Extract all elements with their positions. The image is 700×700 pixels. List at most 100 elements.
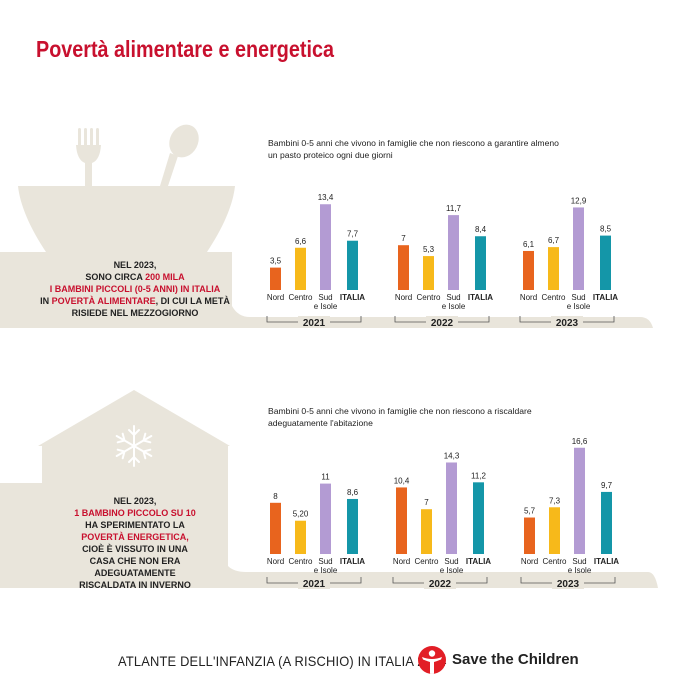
bar (524, 517, 535, 554)
category-label: Nord (393, 557, 410, 566)
category-label: ITALIA (468, 293, 493, 302)
category-label: ITALIA (466, 557, 491, 566)
data-label: 5,7 (524, 507, 536, 516)
category-label: ITALIA (594, 557, 619, 566)
chart-subtitle-energy: Bambini 0-5 anni che vivono in famiglie … (268, 406, 532, 428)
chart-subtitle-food: Bambini 0-5 anni che vivono in famiglie … (268, 138, 559, 160)
bar (347, 498, 358, 554)
data-label: 13,4 (318, 193, 334, 202)
bar (601, 491, 612, 554)
callout-line: i bambini piccoli (0-5 anni) in Italia (49, 284, 221, 294)
callout-line: adeguatamente (94, 568, 176, 578)
data-label: 12,9 (571, 196, 587, 205)
category-label: ITALIA (340, 557, 365, 566)
category-label: Nord (395, 293, 412, 302)
data-label: 7,3 (549, 496, 561, 505)
category-label: Nord (520, 293, 537, 302)
data-label: 8,5 (600, 225, 612, 234)
bar (421, 509, 432, 554)
bar (573, 207, 584, 290)
bar (574, 447, 585, 554)
bar (347, 240, 358, 290)
bar (548, 247, 559, 290)
category-label: Sud e Isole (440, 557, 464, 575)
bar (549, 507, 560, 554)
category-label: Nord (521, 557, 538, 566)
category-label: Sud e Isole (567, 293, 591, 311)
year-label-bg (298, 577, 330, 589)
category-label: ITALIA (593, 293, 618, 302)
bar-charts: 3,5 Nord 6,6 Centro 13,4 Sud e Isole 7,7 ITALIA 2… (266, 193, 619, 590)
category-label: Sud e Isole (442, 293, 466, 311)
callout-line: Nel 2023, (113, 496, 157, 506)
data-label: 11,2 (471, 471, 487, 480)
data-label: 10,4 (394, 476, 410, 485)
category-label: Centro (542, 557, 567, 566)
bar (475, 236, 486, 290)
year-label: 2023 (557, 579, 580, 590)
callout-line: 1 bambino piccolo su 10 (74, 508, 196, 518)
category-label: Centro (414, 557, 439, 566)
category-label: Sud e Isole (314, 293, 338, 311)
callout-line: sono circa 200 mila (85, 272, 185, 282)
bar (270, 267, 281, 290)
bar (423, 256, 434, 290)
bar (396, 487, 407, 554)
data-label: 8,4 (475, 225, 487, 234)
category-label: Nord (267, 557, 284, 566)
callout-energy-poverty: Nel 2023, 1 bambino piccolo su 10 ha spe… (60, 495, 210, 591)
data-label: 5,20 (293, 510, 309, 519)
category-label: Sud e Isole (568, 557, 592, 575)
data-label: 5,3 (423, 245, 435, 254)
bar (523, 250, 534, 290)
bowl-spoon-fork-icon (0, 124, 653, 328)
callout-line: riscaldata in inverno (79, 580, 191, 590)
year-label-bg (426, 316, 458, 328)
data-label: 16,6 (572, 437, 588, 446)
category-label: Sud e Isole (314, 557, 338, 575)
callout-line: in povertà alimentare, di cui la metà (40, 296, 230, 306)
bar (446, 462, 457, 554)
bar (320, 204, 331, 290)
bar (295, 247, 306, 290)
save-the-children-logo[interactable] (418, 646, 446, 674)
year-label: 2021 (303, 579, 326, 590)
data-label: 7 (424, 498, 429, 507)
footer-atlas-title: ATLANTE DELL'INFANZIA (A RISCHIO) IN ITA… (118, 653, 447, 669)
year-label: 2021 (303, 318, 326, 329)
year-label-bg (551, 316, 583, 328)
data-label: 8 (273, 492, 278, 501)
bar (473, 482, 484, 554)
bar (448, 215, 459, 290)
category-label: Centro (541, 293, 566, 302)
callout-line: risiede nel Mezzogiorno (71, 308, 199, 318)
year-label: 2022 (429, 579, 452, 590)
data-label: 7,7 (347, 230, 359, 239)
category-label: Nord (267, 293, 284, 302)
callout-line: casa che non era (89, 556, 181, 566)
data-label: 9,7 (601, 481, 613, 490)
data-label: 8,6 (347, 488, 359, 497)
bar (320, 483, 331, 554)
data-label: 3,5 (270, 257, 282, 266)
callout-line: ha sperimentato la (85, 520, 185, 530)
year-label-bg (552, 577, 584, 589)
bar (295, 520, 306, 554)
year-label-bg (424, 577, 456, 589)
data-label: 11,7 (446, 204, 462, 213)
callout-line: cioè è vissuto in una (82, 544, 188, 554)
data-label: 7 (401, 234, 406, 243)
callout-food-poverty: Nel 2023, sono circa 200 mila i bambini … (40, 259, 230, 319)
callout-line: Nel 2023, (113, 260, 157, 270)
category-label: Centro (288, 293, 313, 302)
category-label: Centro (288, 557, 313, 566)
bar (600, 235, 611, 290)
data-label: 6,1 (523, 240, 535, 249)
data-label: 6,7 (548, 236, 560, 245)
data-label: 11 (321, 473, 330, 482)
bar (398, 245, 409, 290)
category-label: Centro (416, 293, 441, 302)
footer-brand-name[interactable]: Save the Children (452, 651, 579, 668)
callout-line: povertà energetica, (81, 532, 189, 542)
